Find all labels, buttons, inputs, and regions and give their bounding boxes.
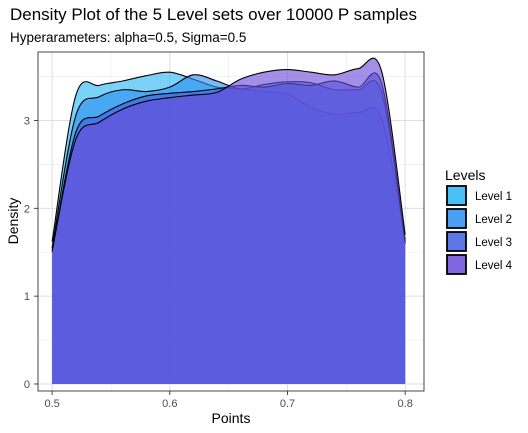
- x-tick-label: 0.7: [280, 398, 295, 410]
- x-tick-label: 0.6: [162, 398, 177, 410]
- y-tick-label: 0: [24, 379, 30, 391]
- y-axis: 0 1 2 3: [24, 116, 38, 391]
- legend: Level 1 Level 2 Level 3 Level 4: [446, 185, 513, 275]
- legend-swatch-level-4: [446, 254, 467, 275]
- chart-subtitle: Hyperarameters: alpha=0.5, Sigma=0.5: [10, 30, 247, 45]
- density-line-level-4: [51, 57, 406, 251]
- x-axis: 0.5 0.6 0.7 0.8: [44, 391, 413, 410]
- x-axis-title: Points: [212, 410, 251, 426]
- chart-title: Density Plot of the 5 Level sets over 10…: [10, 5, 417, 24]
- legend-label-level-2: Level 2: [475, 214, 512, 226]
- legend-swatch-level-3: [446, 231, 467, 252]
- legend-label-level-1: Level 1: [475, 191, 512, 203]
- legend-swatch-level-1: [446, 185, 467, 206]
- y-axis-title: Density: [5, 198, 21, 245]
- y-tick-label: 3: [24, 116, 30, 128]
- x-tick-label: 0.8: [398, 398, 413, 410]
- x-tick-label: 0.5: [44, 398, 59, 410]
- y-tick-label: 2: [24, 203, 30, 215]
- density-areas: [51, 57, 406, 384]
- y-tick-label: 1: [24, 291, 30, 303]
- density-area-level-4: [52, 58, 406, 384]
- legend-title: Levels: [445, 167, 485, 183]
- legend-swatch-level-2: [446, 208, 467, 229]
- plot-border: [37, 51, 425, 392]
- legend-label-level-4: Level 4: [475, 260, 513, 272]
- legend-label-level-3: Level 3: [475, 237, 512, 249]
